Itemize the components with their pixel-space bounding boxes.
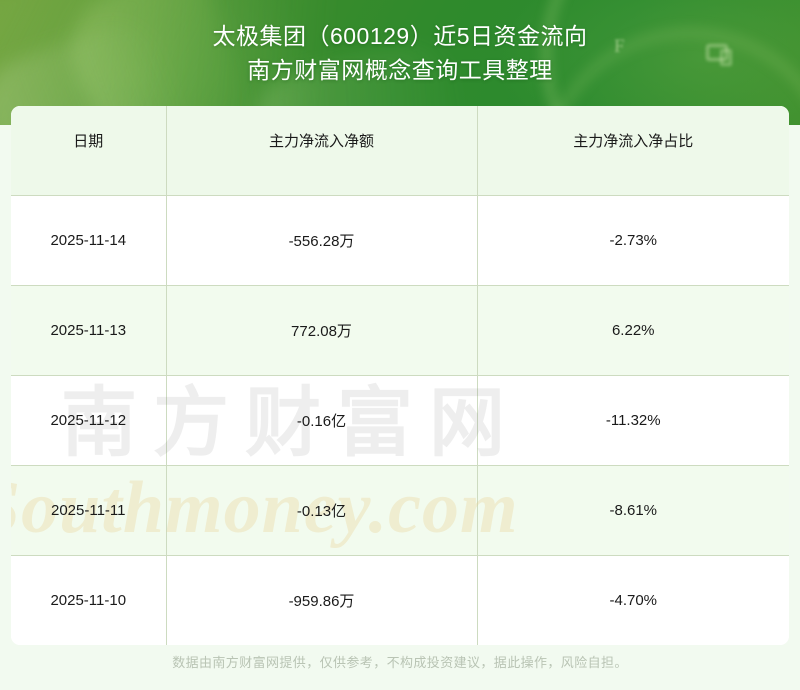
cell-date: 2025-11-13 (11, 285, 167, 376)
cell-date: 2025-11-10 (11, 555, 167, 645)
title-line-primary: 太极集团（600129）近5日资金流向 (212, 23, 588, 49)
table-header: 日期 主力净流入净额 主力净流入净占比 (11, 106, 789, 196)
column-header-net-inflow: 主力净流入净额 (166, 106, 478, 196)
cell-date: 2025-11-14 (11, 195, 167, 286)
title-line-secondary: 南方财富网概念查询工具整理 (247, 57, 553, 83)
cell-percent: -8.61% (477, 465, 789, 556)
gauge-full-label: F (614, 36, 625, 57)
cell-date: 2025-11-11 (11, 465, 167, 556)
table-header-row: 日期 主力净流入净额 主力净流入净占比 (11, 106, 789, 196)
page-header: F 太极集团（600129）近5日资金流向 南方财富网概念查询工具整理 (0, 0, 800, 125)
cell-amount: -556.28万 (166, 195, 478, 286)
column-header-net-inflow-pct: 主力净流入净占比 (477, 106, 789, 196)
footer-disclaimer: 数据由南方财富网提供，仅供参考，不构成投资建议，据此操作，风险自担。 (172, 655, 628, 670)
column-header-date: 日期 (11, 106, 167, 196)
cell-amount: -0.13亿 (166, 465, 478, 556)
cell-percent: 6.22% (477, 285, 789, 376)
cell-percent: -4.70% (609, 591, 658, 609)
page-title: 太极集团（600129）近5日资金流向 南方财富网概念查询工具整理 (0, 0, 800, 87)
table-row: 2025-11-13 772.08万 6.22% (11, 285, 789, 376)
fuel-pump-icon (706, 44, 732, 66)
table-row: 2025-11-12 -0.16亿 -11.32% (11, 375, 789, 466)
cell-percent: -11.32% (477, 375, 789, 466)
cell-amount: -959.86万 (166, 555, 478, 645)
cell-amount: -0.16亿 (166, 375, 478, 466)
cell-date: 2025-11-12 (11, 375, 167, 466)
cell-percent: -2.73% (477, 195, 789, 286)
cell-amount: 772.08万 (166, 285, 478, 376)
fund-flow-table: 日期 主力净流入净额 主力净流入净占比 2025-11-14 -556.28万 … (11, 106, 789, 645)
table-row: 2025-11-10 -959.86万 -4.70% (11, 555, 789, 645)
table-row: 2025-11-11 -0.13亿 -8.61% (11, 465, 789, 556)
table-body: 2025-11-14 -556.28万 -2.73% 2025-11-13 77… (11, 195, 789, 645)
fund-flow-card: 南方财富网 Southmoney.com 日期 主力净流入净额 主力净流入净占比… (11, 106, 789, 645)
table-row: 2025-11-14 -556.28万 -2.73% (11, 195, 789, 286)
